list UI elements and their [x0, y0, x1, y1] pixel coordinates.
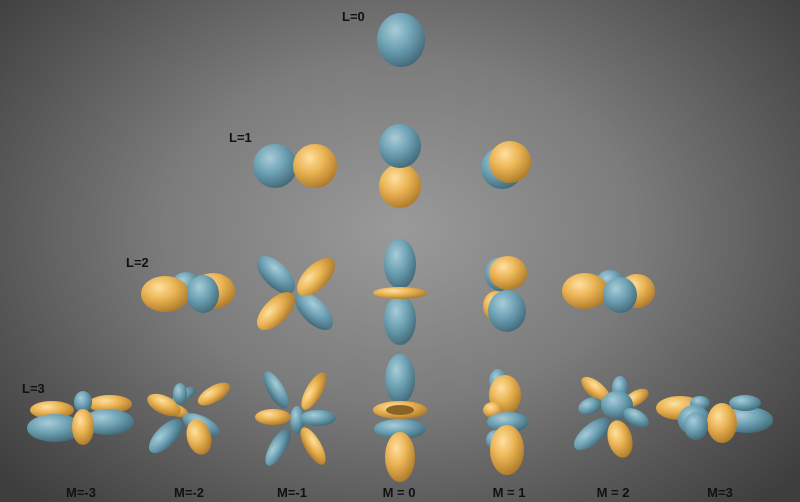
harmonic-l2-m0 [373, 239, 427, 345]
column-label-m-3: M=-3 [66, 485, 96, 500]
harmonic-l2-m1 [483, 256, 527, 332]
row-label-l0: L=0 [342, 9, 365, 24]
harmonic-l2-m2 [562, 270, 655, 313]
column-label-m0: M = 0 [382, 485, 416, 500]
harmonic-l2-m-1 [257, 256, 335, 330]
column-label-m3: M=3 [707, 485, 733, 500]
harmonic-l3-m1 [483, 369, 529, 475]
harmonic-l3-m3 [656, 395, 773, 443]
harmonic-l1-m0 [379, 124, 421, 208]
harmonic-l3-m-2 [147, 382, 231, 455]
column-label-m-1: M=-1 [277, 485, 307, 500]
row-label-l2: L=2 [126, 255, 149, 270]
row-label-l3: L=3 [22, 381, 45, 396]
harmonic-l1-m-1 [253, 144, 337, 188]
harmonic-l3-m-3 [27, 391, 134, 445]
column-label-m-2: M=-2 [174, 485, 204, 500]
harmonic-l3-m2 [573, 376, 649, 458]
harmonic-l3-m0 [373, 354, 427, 482]
column-label-m2: M = 2 [596, 485, 630, 500]
harmonic-l2-m-2 [141, 272, 235, 313]
harmonic-l1-m1 [481, 141, 531, 189]
harmonic-l0-m0 [377, 13, 425, 67]
harmonic-l3-m-1 [255, 371, 336, 466]
row-label-l1: L=1 [229, 130, 252, 145]
column-label-m1: M = 1 [492, 485, 526, 500]
